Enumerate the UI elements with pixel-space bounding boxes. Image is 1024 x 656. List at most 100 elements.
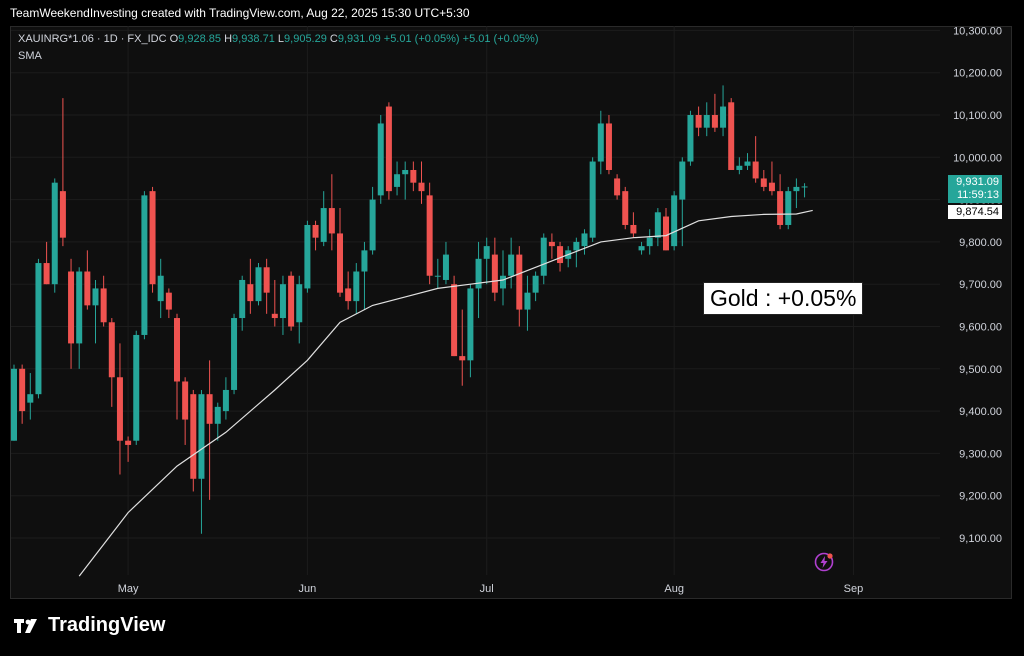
candle [271,279,278,327]
x-tick-label: Jul [480,583,494,595]
candle-body [92,288,99,306]
symbol-label[interactable]: XAUINRG*1.06 · 1D · FX_IDC [18,33,167,45]
candle [524,275,531,331]
candle [51,178,58,293]
candle [157,258,164,319]
candle [402,161,409,200]
candle [516,246,523,327]
y-tick-label: 9,400.00 [959,406,1002,418]
candle [353,263,360,314]
candle-body [263,267,270,293]
sma-price-badge: 9,874.54 [948,205,1002,219]
close-value: 9,931.09 [337,33,381,45]
candle-body [654,212,661,238]
candle [247,258,254,314]
candle [125,436,132,462]
candle [19,364,26,424]
candle-body [434,275,441,277]
candle [255,263,262,306]
candle [320,191,327,247]
candle-body [451,284,458,357]
lightning-icon[interactable] [813,551,835,573]
candle-body [508,254,515,276]
candle [760,169,767,192]
candle-body [483,246,490,259]
candle [581,229,588,255]
candle-body [728,102,735,170]
candle-body [581,233,588,247]
candle [165,288,172,319]
candle-body [157,275,164,302]
y-tick-label: 10,300.00 [953,25,1002,37]
candle-body [385,106,392,192]
candle [736,157,743,175]
candle-body [328,208,335,234]
candle-body [35,263,42,395]
candle-body [744,161,751,166]
candle-body [27,394,34,403]
candle [92,279,99,344]
candle [11,364,17,441]
candle-body [801,186,808,188]
price-chart-svg[interactable]: 9,100.00 9,200.00 9,300.00 9,400.00 9,500.00… [0,0,1024,600]
candle [100,275,107,327]
candle-body [785,191,792,225]
candle-body [597,123,604,162]
sma-indicator-label[interactable]: SMA [18,50,42,62]
candle [483,237,490,285]
candle [108,318,115,407]
candle-body [605,123,612,170]
candle-body [198,394,205,479]
candle-body [760,178,767,187]
y-axis-ticks: 9,100.00 9,200.00 9,300.00 9,400.00 9,500.00… [953,25,1002,545]
candle [801,183,808,198]
candle-body [149,191,156,285]
candle [614,174,621,200]
tradingview-logo-icon [14,618,37,633]
ohlc-legend: XAUINRG*1.06 · 1D · FX_IDC O9,928.85 H9,… [18,33,539,45]
candle-body [100,288,107,323]
candle-body [182,381,189,420]
candle [410,161,417,192]
candle-body [68,271,75,344]
tradingview-logo[interactable]: TradingView [14,614,165,637]
candle [361,241,368,310]
candle [279,275,286,335]
candle-body [377,123,384,196]
bar-countdown: 11:59:13 [956,189,999,201]
candle-body [76,271,83,344]
candle [630,212,637,238]
candle [312,220,319,251]
candle [198,389,205,534]
attribution-header: TeamWeekendInvesting created with Tradin… [10,6,470,20]
close-label: C [329,33,338,45]
candle-body [288,275,295,327]
y-tick-label: 9,700.00 [959,279,1002,291]
candle [646,229,653,255]
candle [785,186,792,230]
candle [711,93,718,132]
candle [385,102,392,200]
candle-body [768,182,775,192]
candle-body [711,115,718,128]
candle-body [214,406,221,424]
candle-body [165,292,172,310]
candle [68,258,75,369]
candle-body [671,195,678,247]
candle-body [540,237,547,276]
candle [84,250,91,310]
candle [500,250,506,306]
candle [728,98,735,170]
candle [35,258,42,399]
candle-body [573,241,580,251]
candle [565,246,572,268]
open-label: O [169,33,179,45]
candle [222,377,229,420]
candle [777,174,784,230]
candle-body [663,216,669,251]
candle-body [524,292,531,310]
candle [442,241,449,285]
candle [573,237,580,268]
candle-body [548,241,555,247]
candle-body [51,182,58,285]
